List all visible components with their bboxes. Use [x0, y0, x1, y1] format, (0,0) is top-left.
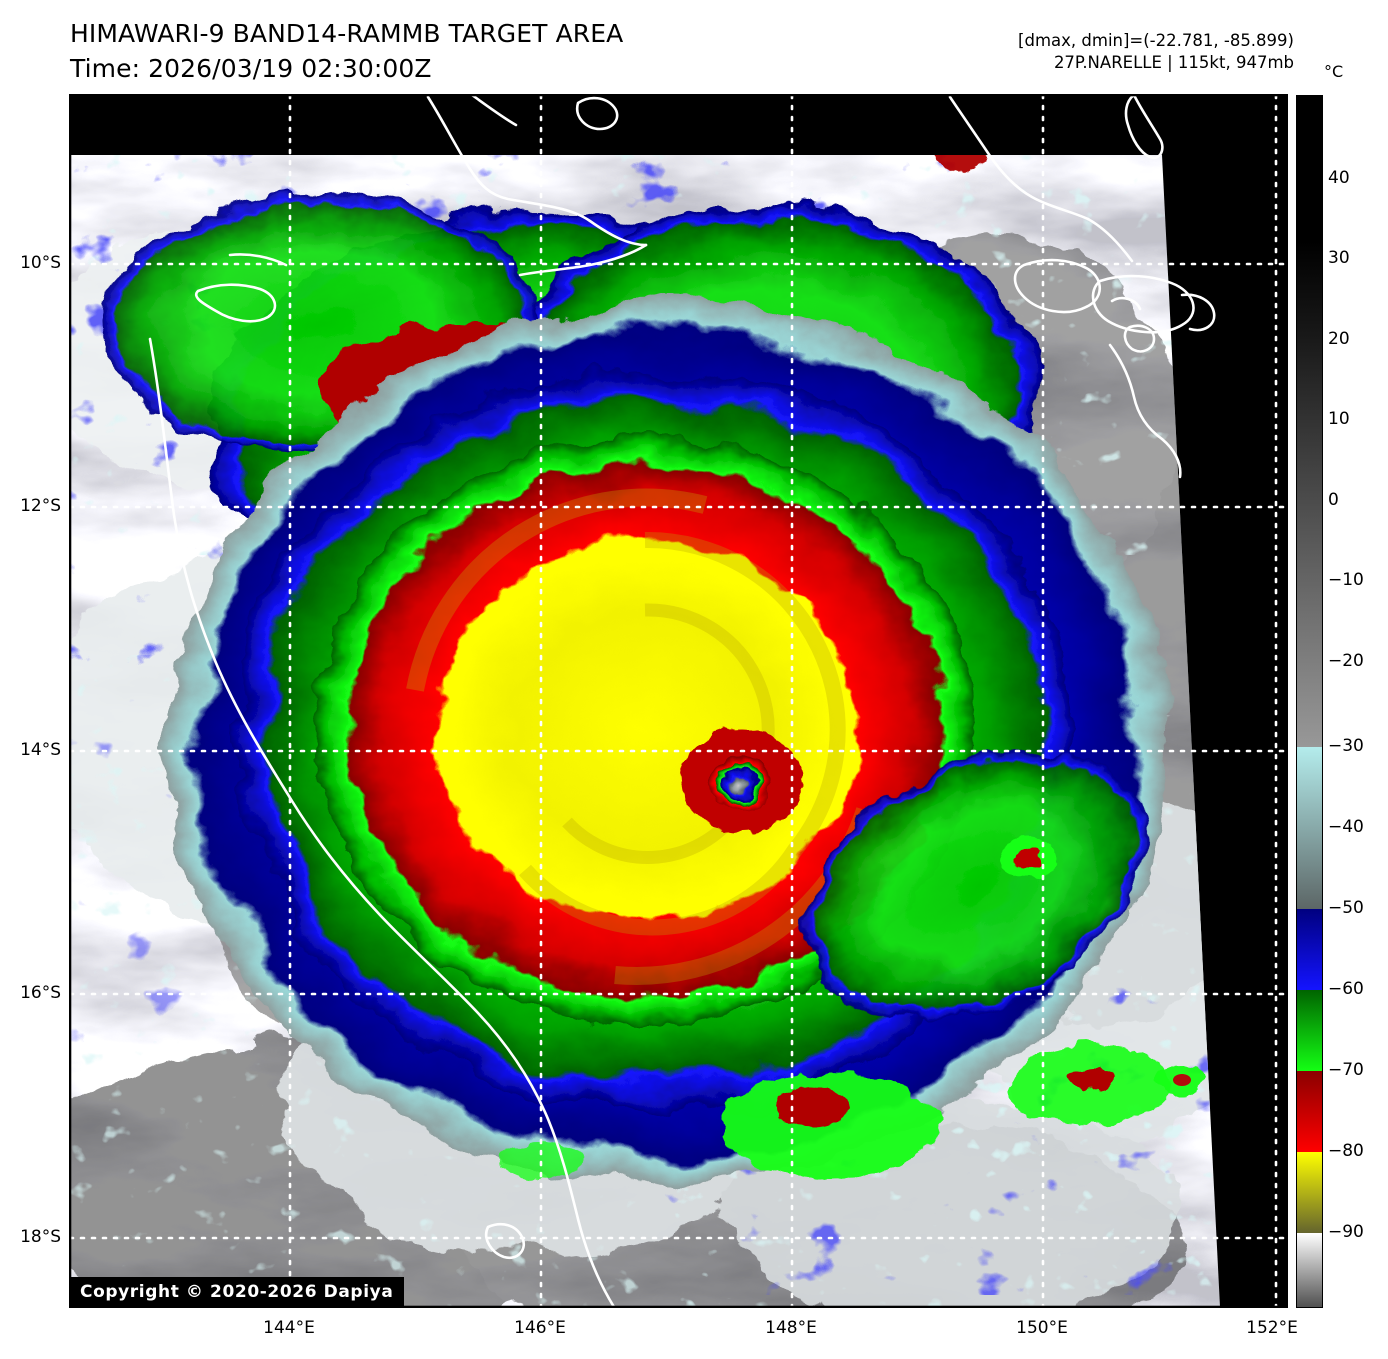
ir-imagery-svg [70, 95, 1287, 1307]
colorbar-tick: −70 [1328, 1060, 1364, 1080]
ytick-label: 16°S [20, 983, 61, 1003]
colorbar-unit-label: °C [1324, 62, 1344, 81]
storm-eye [710, 756, 770, 810]
se-feeder-band [720, 749, 1170, 1177]
scattered-cells [498, 155, 1206, 1180]
colorbar-tick: −40 [1328, 817, 1364, 837]
figure-title-block: HIMAWARI-9 BAND14-RAMMB TARGET AREA Time:… [70, 16, 623, 86]
colorbar-tick: 0 [1328, 490, 1339, 510]
satellite-data-swath [70, 155, 1220, 1307]
plot-frame [70, 95, 1287, 1307]
colorbar-tick: −20 [1328, 651, 1364, 671]
colorbar-tick: −50 [1328, 898, 1364, 918]
eyewall-cdo [315, 435, 975, 1025]
coastline-overlay [148, 95, 1216, 1307]
page-title: HIMAWARI-9 BAND14-RAMMB TARGET AREA [70, 19, 624, 48]
colorbar-tick: −30 [1328, 736, 1364, 756]
colorbar-tick: −90 [1328, 1222, 1364, 1242]
xtick-label: 146°E [514, 1318, 566, 1338]
colorbar-tick: −10 [1328, 570, 1364, 590]
storm-info-label: 27P.NARELLE | 115kt, 947mb [1053, 53, 1294, 72]
ytick-label: 14°S [20, 740, 61, 760]
lat-lon-gridlines [70, 95, 1287, 1307]
temperature-colorbar[interactable] [1296, 95, 1323, 1308]
xtick-label: 150°E [1016, 1318, 1068, 1338]
colorbar-tick: 10 [1328, 409, 1350, 429]
colorbar-gradient [1297, 96, 1322, 1307]
tropical-cyclone-narelle [170, 305, 1170, 1185]
colorbar-tick: −80 [1328, 1141, 1364, 1161]
ytick-label: 12°S [20, 496, 61, 516]
xtick-label: 144°E [263, 1318, 315, 1338]
colorbar-tick: 40 [1328, 168, 1350, 188]
data-range-label: [dmax, dmin]=(-22.781, -85.899) [1018, 31, 1294, 50]
colorbar-tick: −60 [1328, 979, 1364, 999]
copyright-stamp: Copyright © 2020-2026 Dapiya [69, 1277, 405, 1308]
colorbar-tick: 20 [1328, 329, 1350, 349]
xtick-label: 152°E [1246, 1318, 1298, 1338]
satellite-map-canvas[interactable] [69, 94, 1288, 1308]
ytick-label: 18°S [20, 1227, 61, 1247]
xtick-label: 148°E [765, 1318, 817, 1338]
colorbar-tick: 30 [1328, 248, 1350, 268]
ytick-label: 10°S [20, 253, 61, 273]
figure-meta-block: [dmax, dmin]=(-22.781, -85.899) 27P.NAREL… [1018, 30, 1294, 74]
timestamp-label: Time: 2026/03/19 02:30:00Z [70, 54, 432, 83]
